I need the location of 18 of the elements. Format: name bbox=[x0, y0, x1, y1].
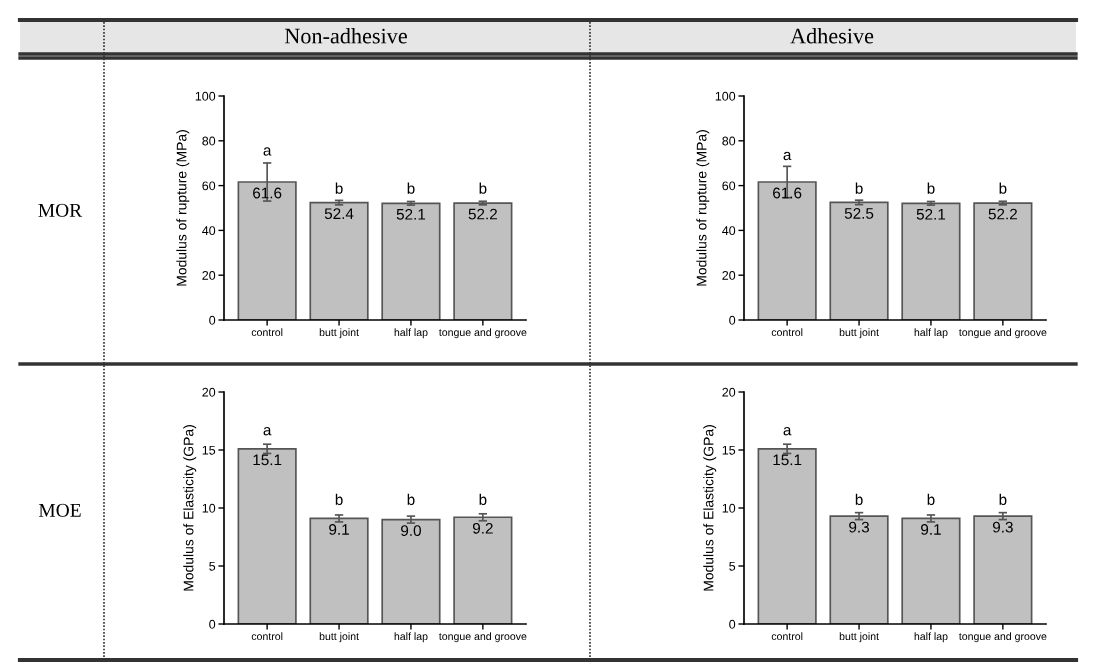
text: MOR bbox=[38, 203, 83, 217]
bar bbox=[453, 516, 513, 624]
bar bbox=[453, 202, 513, 320]
chart-title: Non-adhesive bbox=[284, 27, 407, 44]
bar bbox=[237, 448, 297, 624]
bar bbox=[381, 202, 441, 320]
bar bbox=[757, 448, 817, 624]
bar bbox=[901, 202, 961, 320]
text: MOE bbox=[38, 503, 81, 517]
bar bbox=[973, 515, 1033, 624]
bar bbox=[829, 515, 889, 624]
bar bbox=[829, 201, 889, 320]
bar bbox=[381, 518, 441, 624]
bar bbox=[309, 517, 369, 624]
bar bbox=[309, 201, 369, 320]
bar bbox=[973, 202, 1033, 320]
bar bbox=[901, 517, 961, 624]
chart-title: Adhesive bbox=[790, 27, 874, 44]
